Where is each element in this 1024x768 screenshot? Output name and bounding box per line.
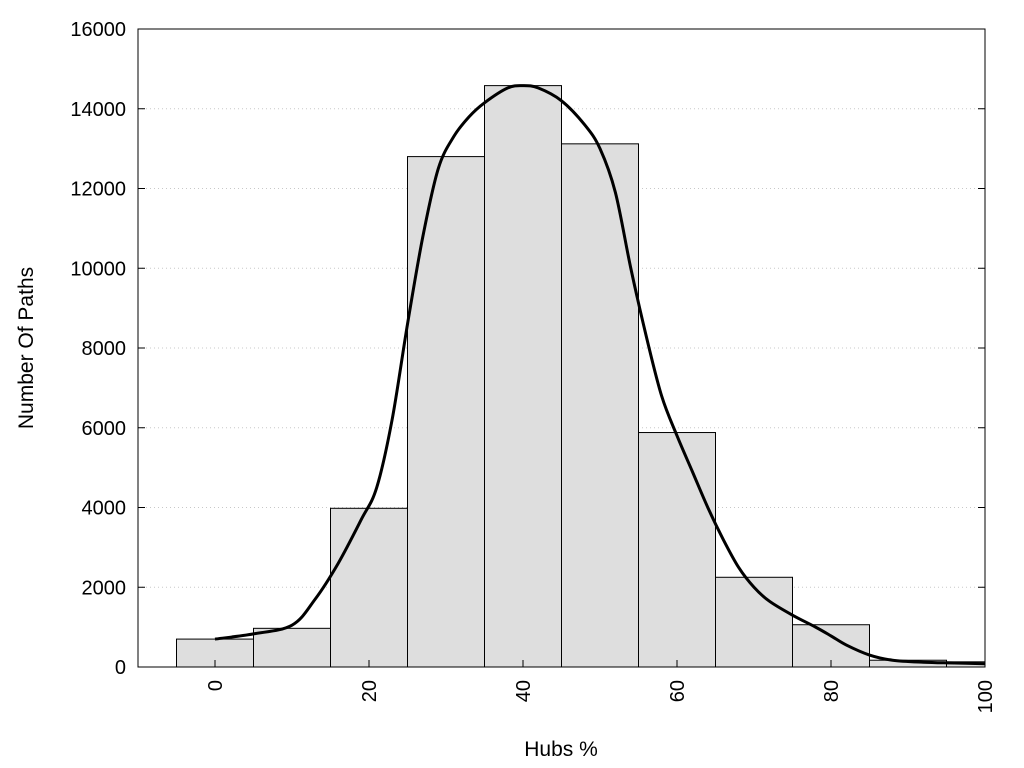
bar-8 bbox=[792, 624, 870, 668]
x-tick-label-5: 100 bbox=[975, 680, 997, 713]
x-tick-label-3: 60 bbox=[667, 680, 689, 702]
density-curve bbox=[214, 84, 986, 666]
y-tick-label-1: 2000 bbox=[82, 577, 127, 599]
x-tick-label-0: 0 bbox=[205, 680, 227, 691]
bar-6 bbox=[638, 432, 716, 668]
y-tick-label-5: 10000 bbox=[70, 258, 126, 280]
y-tick-label-4: 8000 bbox=[82, 338, 127, 360]
y-tick-label-3: 6000 bbox=[82, 418, 127, 440]
bar-5 bbox=[561, 143, 639, 668]
y-tick-label-7: 14000 bbox=[70, 99, 126, 121]
y-tick-label-2: 4000 bbox=[82, 498, 127, 520]
bar-3 bbox=[407, 156, 485, 668]
bar-4 bbox=[484, 85, 562, 668]
bar-7 bbox=[715, 576, 793, 668]
x-axis-ticks: 0 20 40 60 80 100 bbox=[205, 660, 997, 713]
density-curve-line bbox=[214, 84, 986, 666]
bar-2 bbox=[330, 507, 408, 668]
histogram-bars bbox=[176, 85, 986, 668]
y-tick-label-8: 16000 bbox=[70, 19, 126, 41]
x-tick-label-4: 80 bbox=[821, 680, 843, 702]
x-tick-label-1: 20 bbox=[359, 680, 381, 702]
y-tick-label-6: 12000 bbox=[70, 179, 126, 201]
x-axis-label: Hubs % bbox=[524, 738, 598, 761]
y-tick-label-0: 0 bbox=[115, 657, 126, 679]
x-tick-label-2: 40 bbox=[513, 680, 535, 702]
y-axis-label: Number Of Paths bbox=[15, 267, 38, 429]
y-axis-ticks: 0 2000 4000 6000 8000 10000 12000 14000 16000 bbox=[70, 19, 985, 679]
bar-1 bbox=[253, 627, 331, 668]
